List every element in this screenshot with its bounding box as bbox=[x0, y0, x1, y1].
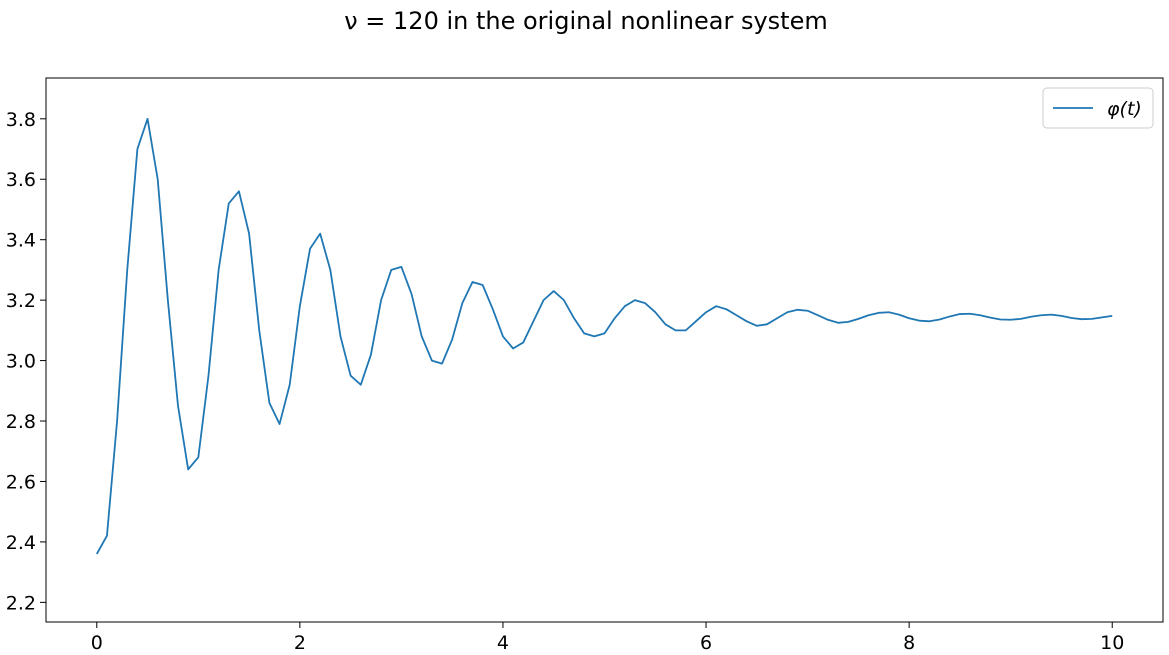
series-line-phi bbox=[95, 117, 1113, 555]
plot-area bbox=[45, 77, 1164, 623]
y-axis-ticks: 2.2 2.4 2.6 2.8 3.0 3.2 3.4 3.6 3.8 bbox=[6, 109, 46, 614]
y-tick-label: 3.2 bbox=[6, 290, 36, 312]
x-tick-label: 6 bbox=[700, 632, 712, 654]
y-tick-label: 2.4 bbox=[6, 532, 36, 554]
x-tick-label: 8 bbox=[903, 632, 915, 654]
y-tick-label: 3.6 bbox=[6, 169, 36, 191]
y-tick-label: 3.4 bbox=[6, 230, 36, 252]
x-tick-label: 2 bbox=[294, 632, 306, 654]
x-tick-label: 0 bbox=[91, 632, 103, 654]
x-tick-label: 4 bbox=[497, 632, 509, 654]
legend-box bbox=[1042, 87, 1154, 129]
legend: φ(t) bbox=[1042, 87, 1154, 129]
x-axis-ticks: 0 2 4 6 8 10 bbox=[91, 622, 1124, 654]
x-tick-label: 10 bbox=[1100, 632, 1124, 654]
y-tick-label: 2.6 bbox=[6, 471, 36, 493]
y-tick-label: 3.8 bbox=[6, 109, 36, 131]
y-tick-label: 2.2 bbox=[6, 592, 36, 614]
y-tick-label: 2.8 bbox=[6, 411, 36, 433]
legend-label: φ(t) bbox=[1107, 98, 1142, 120]
chart-title: ν = 120 in the original nonlinear system bbox=[344, 7, 827, 35]
y-tick-label: 3.0 bbox=[6, 351, 36, 373]
